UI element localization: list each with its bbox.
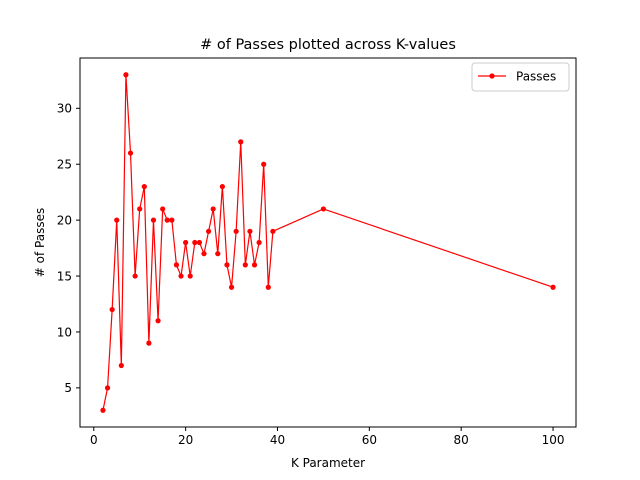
- y-axis-label: # of Passes: [33, 208, 47, 277]
- data-point: [164, 217, 170, 223]
- data-point: [141, 183, 147, 190]
- legend-box: [471, 62, 570, 92]
- data-point: [169, 217, 175, 223]
- data-point: [123, 72, 129, 78]
- data-point: [187, 273, 193, 279]
- data-point: [219, 183, 225, 190]
- data-point: [270, 228, 276, 234]
- x-tick-label: 100: [542, 433, 565, 447]
- x-tick-label: 60: [362, 433, 377, 447]
- legend: Passes: [471, 62, 570, 92]
- data-point: [178, 273, 184, 279]
- series-line-passes: [102, 74, 554, 411]
- data-point: [261, 161, 267, 167]
- data-point: [137, 206, 143, 212]
- data-point: [215, 251, 221, 257]
- y-tick-label: 5: [64, 381, 72, 395]
- data-point: [201, 251, 207, 257]
- data-point: [155, 318, 161, 324]
- data-point: [146, 340, 152, 346]
- data-point: [173, 262, 180, 268]
- data-point: [256, 239, 262, 246]
- data-point: [100, 407, 106, 413]
- x-tick-label: 0: [90, 433, 98, 447]
- data-point: [210, 206, 216, 212]
- data-point: [550, 284, 556, 290]
- data-point: [183, 239, 189, 246]
- data-point: [118, 362, 124, 369]
- legend-label: Passes: [516, 70, 556, 84]
- chart-title: # of Passes plotted across K-values: [200, 37, 456, 53]
- x-tick-label: 40: [270, 433, 285, 447]
- data-point: [233, 228, 239, 234]
- x-tick-label: 80: [454, 433, 469, 447]
- data-point: [160, 206, 166, 212]
- data-point: [224, 262, 230, 268]
- data-point: [238, 139, 244, 145]
- x-axis-label: K Parameter: [291, 456, 365, 470]
- data-point: [196, 239, 203, 246]
- data-point: [114, 217, 120, 223]
- data-point: [247, 228, 253, 234]
- data-point: [192, 239, 198, 246]
- data-point: [150, 217, 157, 223]
- y-tick-label: 25: [57, 158, 72, 172]
- data-point: [320, 206, 327, 212]
- legend-marker-swatch: [489, 73, 495, 79]
- data-point: [104, 385, 111, 391]
- plot-frame: [79, 57, 577, 428]
- data-point: [127, 150, 134, 156]
- data-point: [242, 262, 248, 268]
- data-point: [265, 284, 271, 290]
- data-point: [251, 262, 258, 268]
- data-point: [228, 284, 235, 290]
- y-tick-label: 15: [57, 269, 72, 283]
- y-tick-label: 20: [57, 213, 72, 227]
- y-tick-label: 10: [57, 325, 72, 339]
- x-tick-label: 20: [178, 433, 193, 447]
- data-point: [132, 273, 138, 279]
- data-point: [205, 228, 212, 234]
- data-point: [109, 306, 115, 313]
- y-tick-label: 30: [57, 102, 72, 116]
